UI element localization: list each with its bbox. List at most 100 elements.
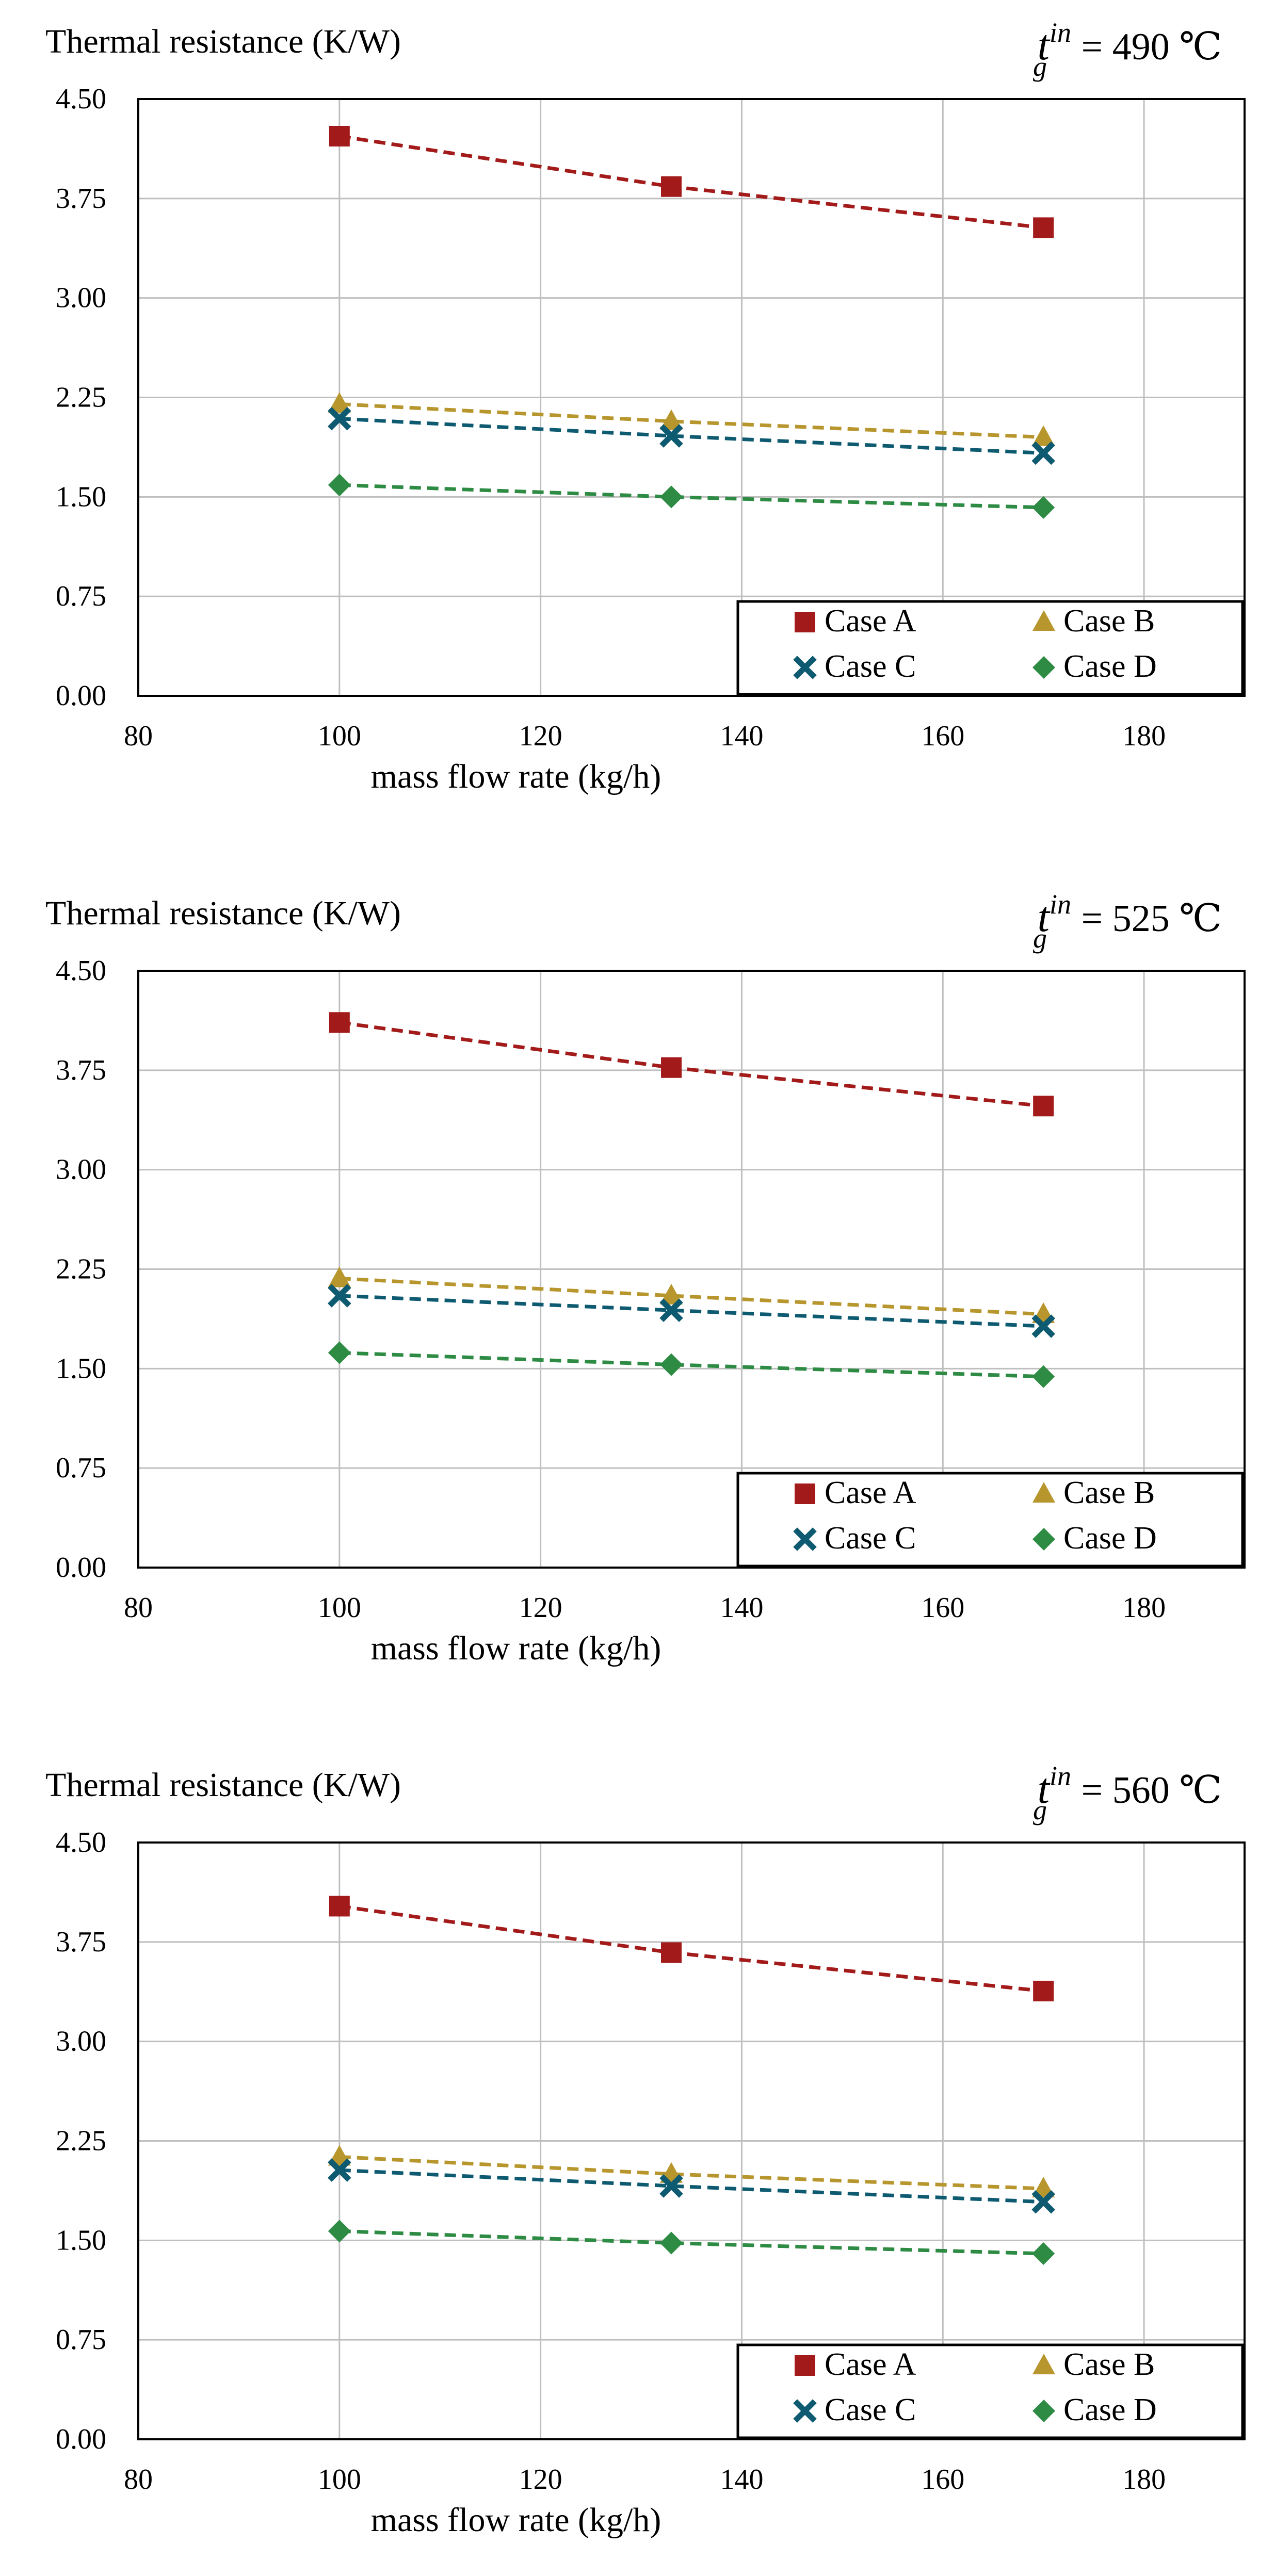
legend-marker — [795, 612, 815, 632]
series-case-d — [328, 1341, 1055, 1388]
y-tick-label: 0.75 — [56, 2324, 106, 2356]
legend-marker — [1032, 1528, 1055, 1551]
x-tick-label: 100 — [318, 720, 361, 752]
data-point — [328, 2220, 351, 2243]
y-tick-label: 0.75 — [56, 1452, 106, 1484]
x-tick-label: 120 — [519, 1592, 562, 1624]
data-point — [1032, 2242, 1055, 2265]
data-point — [1031, 2190, 1055, 2214]
y-axis-label: Thermal resistance (K/W) — [45, 1766, 401, 1804]
x-tick-label: 80 — [124, 2464, 153, 2496]
legend-label: Case B — [1063, 604, 1155, 639]
series-case-b — [328, 2145, 1055, 2198]
legend-marker — [795, 2355, 815, 2376]
legend-marker — [793, 1527, 817, 1551]
legend-marker — [1032, 2400, 1055, 2422]
series-line — [339, 1020, 1044, 1108]
legend-label: Case D — [1063, 649, 1157, 684]
y-axis-label: Thermal resistance (K/W) — [45, 23, 401, 60]
x-tick-label: 180 — [1122, 2464, 1166, 2496]
x-tick-label: 160 — [921, 720, 964, 752]
y-tick-label: 4.50 — [56, 83, 106, 115]
annotation-base: t — [1038, 21, 1051, 69]
data-point — [329, 1896, 350, 1917]
x-axis-label: mass flow rate (kg/h) — [371, 2501, 661, 2539]
series-case-c — [328, 1284, 1055, 1338]
series-line — [339, 2155, 1044, 2191]
gridlines — [138, 971, 1245, 1568]
annotation-value: = 525 ℃ — [1072, 898, 1222, 940]
legend: Case A Case B Case C Case D — [736, 1472, 1244, 1568]
y-tick-label: 3.75 — [56, 1054, 106, 1086]
legend-marker — [1032, 656, 1055, 679]
x-tick-label: 160 — [921, 1592, 964, 1624]
series-case-a — [329, 125, 1054, 238]
series-line — [339, 1350, 1044, 1379]
chart-1: 0.00 0.75 1.50 2.25 3.00 3.75 4.50 80 100 120 140 1… — [45, 17, 1246, 795]
y-tick-label: 0.75 — [56, 580, 106, 612]
x-tick-label: 160 — [921, 2464, 964, 2496]
annotation-subscript: g — [1033, 923, 1047, 954]
legend-box — [736, 1472, 1244, 1568]
annotation-value: = 560 ℃ — [1072, 1769, 1222, 1812]
legend-box — [736, 2343, 1244, 2439]
legend: Case A Case B Case C Case D — [736, 600, 1244, 696]
x-tick-label: 120 — [519, 720, 562, 752]
legend-marker — [1032, 2354, 1055, 2374]
annotation-subscript: g — [1033, 1795, 1047, 1825]
y-tick-label: 0.00 — [56, 1552, 106, 1584]
x-tick-label: 80 — [124, 1592, 153, 1624]
legend-label: Case B — [1063, 2347, 1155, 2382]
y-tick-label: 2.25 — [56, 2125, 106, 2157]
data-point — [660, 409, 683, 430]
data-point — [661, 1057, 682, 1078]
legend-label: Case C — [825, 1521, 916, 1556]
legend-marker — [793, 656, 817, 679]
series-line — [339, 1904, 1044, 1993]
x-tick-label: 140 — [720, 1592, 763, 1624]
y-tick-label: 3.75 — [56, 183, 106, 215]
y-tick-label: 1.50 — [56, 2224, 106, 2256]
annotation-base: t — [1038, 1765, 1051, 1813]
annotation-superscript: in — [1050, 1760, 1071, 1791]
series-line — [339, 417, 1044, 455]
data-point — [328, 2158, 351, 2182]
data-point — [1031, 441, 1055, 465]
x-tick-label: 100 — [318, 2464, 361, 2496]
legend-label: Case D — [1063, 1521, 1157, 1556]
series-case-d — [328, 2220, 1055, 2265]
annotation-base: t — [1038, 893, 1051, 941]
y-tick-label: 4.50 — [56, 1827, 106, 1858]
x-axis-label: mass flow rate (kg/h) — [371, 1629, 661, 1667]
data-point — [661, 176, 682, 197]
data-point — [1033, 1980, 1054, 2001]
series-case-c — [328, 2158, 1055, 2214]
series-line — [339, 1277, 1044, 1316]
data-point — [329, 125, 350, 146]
inlet-temperature-annotation: tin g = 560 ℃ — [1033, 1760, 1222, 1825]
y-tick-label: 3.75 — [56, 1926, 106, 1958]
y-tick-label: 1.50 — [56, 481, 106, 513]
inlet-temperature-annotation: tin g = 525 ℃ — [1033, 889, 1222, 954]
data-point — [328, 1341, 351, 1364]
x-tick-label: 140 — [720, 720, 763, 752]
plot-area-frame — [137, 98, 1246, 697]
inlet-temperature-annotation: tin g = 490 ℃ — [1033, 17, 1222, 82]
plot-area-frame — [137, 970, 1246, 1569]
data-point — [660, 1283, 683, 1305]
y-tick-label: 0.00 — [56, 680, 106, 712]
legend-marker — [1032, 1482, 1055, 1503]
legend-label: Case A — [825, 1475, 916, 1510]
data-point — [1032, 1365, 1055, 1388]
legend-label: Case D — [1063, 2392, 1157, 2427]
y-axis-label: Thermal resistance (K/W) — [45, 894, 401, 932]
data-point — [328, 474, 351, 497]
data-point — [328, 406, 351, 431]
series-line — [339, 1294, 1044, 1328]
data-point — [328, 1266, 351, 1287]
series-line — [339, 2168, 1044, 2204]
x-tick-label: 180 — [1122, 1592, 1166, 1624]
series-line — [339, 2229, 1044, 2256]
legend-label: Case C — [825, 649, 916, 684]
legend-marker — [793, 2399, 817, 2423]
